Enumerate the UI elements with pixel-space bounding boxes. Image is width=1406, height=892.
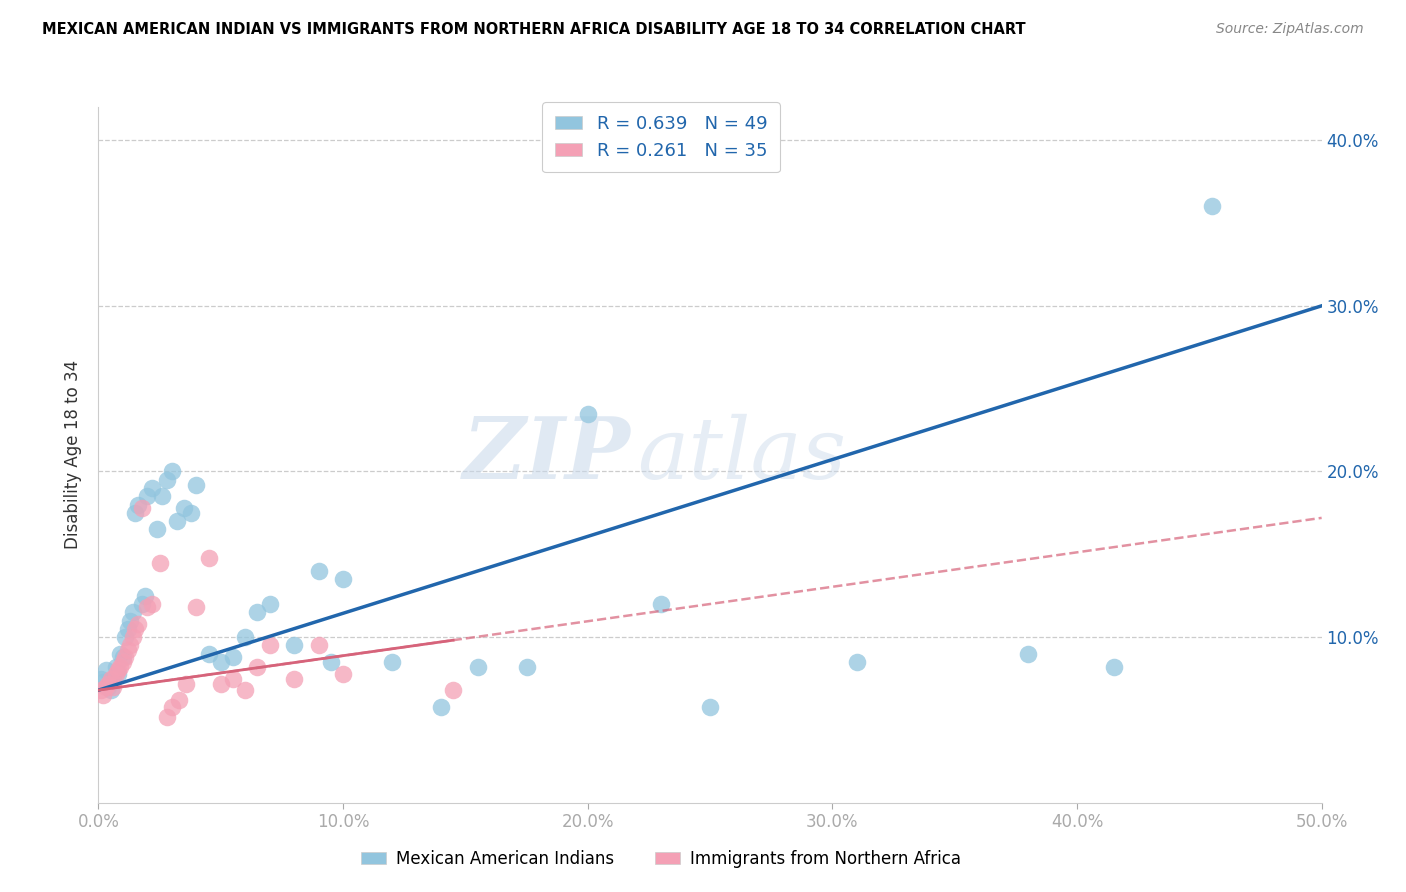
- Point: [308, 639, 330, 653]
- Point: [197, 647, 219, 661]
- Point: [180, 506, 202, 520]
- Point: [136, 489, 159, 503]
- Point: [101, 680, 124, 694]
- Point: [845, 655, 868, 669]
- Point: [515, 660, 537, 674]
- Point: [166, 514, 188, 528]
- Point: [186, 600, 208, 615]
- Point: [650, 597, 672, 611]
- Point: [107, 663, 129, 677]
- Point: [111, 650, 134, 665]
- Point: [134, 589, 156, 603]
- Point: [110, 660, 132, 674]
- Point: [150, 489, 173, 503]
- Point: [91, 674, 114, 689]
- Point: [332, 666, 354, 681]
- Point: [114, 650, 136, 665]
- Point: [319, 655, 342, 669]
- Point: [94, 663, 117, 677]
- Point: [160, 699, 183, 714]
- Point: [233, 683, 256, 698]
- Point: [127, 498, 149, 512]
- Point: [121, 605, 143, 619]
- Point: [120, 614, 142, 628]
- Point: [124, 622, 146, 636]
- Point: [156, 709, 179, 723]
- Point: [146, 523, 169, 537]
- Point: [167, 693, 190, 707]
- Point: [222, 672, 245, 686]
- Point: [1017, 647, 1039, 661]
- Point: [100, 683, 122, 698]
- Point: [117, 622, 139, 636]
- Point: [149, 556, 172, 570]
- Point: [467, 660, 489, 674]
- Point: [127, 616, 149, 631]
- Text: MEXICAN AMERICAN INDIAN VS IMMIGRANTS FROM NORTHERN AFRICA DISABILITY AGE 18 TO : MEXICAN AMERICAN INDIAN VS IMMIGRANTS FR…: [42, 22, 1026, 37]
- Point: [430, 699, 453, 714]
- Text: ZIP: ZIP: [463, 413, 630, 497]
- Point: [233, 630, 256, 644]
- Text: atlas: atlas: [637, 414, 846, 496]
- Point: [186, 477, 208, 491]
- Point: [197, 550, 219, 565]
- Point: [91, 688, 114, 702]
- Point: [209, 676, 232, 690]
- Point: [136, 600, 159, 615]
- Point: [222, 650, 245, 665]
- Point: [100, 672, 122, 686]
- Point: [308, 564, 330, 578]
- Point: [1102, 660, 1125, 674]
- Point: [104, 666, 127, 681]
- Point: [1201, 199, 1223, 213]
- Point: [332, 572, 354, 586]
- Point: [114, 630, 136, 644]
- Point: [259, 597, 281, 611]
- Point: [97, 676, 120, 690]
- Point: [209, 655, 232, 669]
- Point: [160, 465, 183, 479]
- Point: [283, 672, 305, 686]
- Point: [101, 672, 124, 686]
- Point: [283, 639, 305, 653]
- Point: [124, 506, 146, 520]
- Point: [176, 676, 198, 690]
- Point: [94, 680, 117, 694]
- Point: [90, 672, 112, 686]
- Text: Source: ZipAtlas.com: Source: ZipAtlas.com: [1216, 22, 1364, 37]
- Point: [576, 407, 599, 421]
- Legend: Mexican American Indians, Immigrants from Northern Africa: Mexican American Indians, Immigrants fro…: [354, 843, 969, 874]
- Point: [131, 500, 153, 515]
- Point: [111, 655, 134, 669]
- Point: [107, 666, 129, 681]
- Point: [156, 473, 179, 487]
- Point: [97, 680, 120, 694]
- Y-axis label: Disability Age 18 to 34: Disability Age 18 to 34: [65, 360, 83, 549]
- Point: [141, 597, 163, 611]
- Point: [381, 655, 404, 669]
- Point: [110, 647, 132, 661]
- Point: [441, 683, 464, 698]
- Point: [246, 660, 269, 674]
- Point: [173, 500, 195, 515]
- Point: [120, 639, 142, 653]
- Point: [246, 605, 269, 619]
- Point: [699, 699, 721, 714]
- Point: [141, 481, 163, 495]
- Point: [131, 597, 153, 611]
- Point: [121, 630, 143, 644]
- Point: [90, 683, 112, 698]
- Point: [259, 639, 281, 653]
- Point: [117, 643, 139, 657]
- Point: [104, 660, 127, 674]
